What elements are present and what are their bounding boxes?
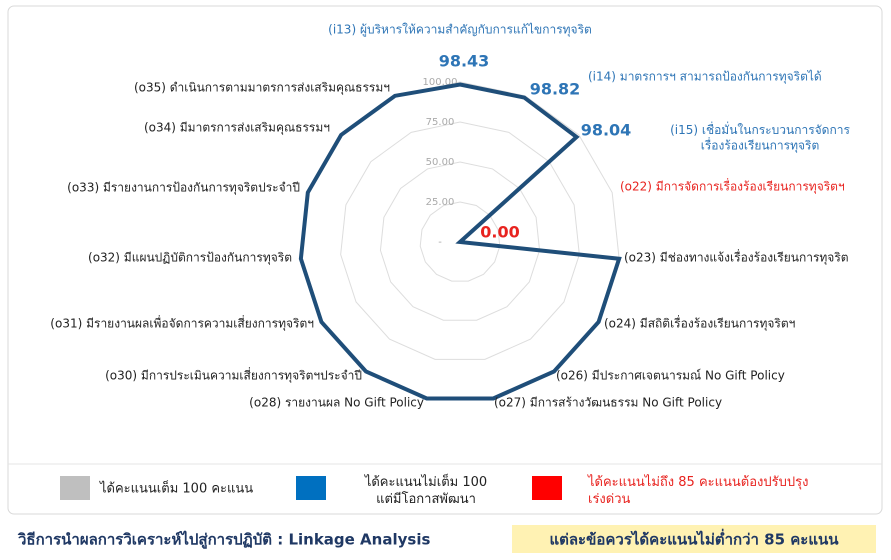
- category-label: (i15) เชื่อมั่นในกระบวนการจัดการเรื่องร้…: [670, 121, 850, 154]
- category-label: (o33) มีรายงานการป้องกันการทุจริตประจำปี: [67, 181, 300, 196]
- legend-swatch: [532, 476, 562, 500]
- y-tick-label: 50.00: [426, 157, 455, 168]
- frame: [7, 5, 883, 515]
- grid-line: [419, 201, 501, 282]
- legend-swatch: [60, 476, 90, 500]
- category-label: (o24) มีสถิติเรื่องร้องเรียนการทุจริตฯ: [604, 315, 795, 332]
- highlight: [512, 525, 876, 553]
- category-label: (o34) มีมาตรการส่งเสริมคุณธรรมฯ: [144, 121, 330, 136]
- category-label: (o32) มีแผนปฏิบัติการป้องกันการทุจริต: [88, 251, 292, 266]
- legend-label: ได้คะแนนเต็ม 100 คะแนน: [99, 479, 253, 497]
- legend-swatch: [296, 476, 326, 500]
- category-label: (o31) มีรายงานผลเพื่อจัดการความเสี่ยงการ…: [50, 315, 314, 332]
- category-label: (i14) มาตรการฯ สามารถป้องกันการทุจริตได้: [588, 70, 822, 85]
- category-label: (o35) ดำเนินการตามมาตรการส่งเสริมคุณธรรม…: [134, 81, 390, 96]
- footer-right: แต่ละข้อควรได้คะแนนไม่ต่ำกว่า 85 คะแนน: [549, 529, 839, 549]
- category-label: (o30) มีการประเมินความเสี่ยงการทุจริตฯปร…: [105, 367, 362, 384]
- y-tick-label: -: [438, 237, 442, 248]
- value-label: 98.43: [439, 52, 490, 71]
- grid-line: [340, 121, 580, 360]
- category-label: (o23) มีช่องทางแจ้งเรื่องร้องเรียนการทุจ…: [624, 249, 849, 266]
- category-label: (o27) มีการสร้างวัฒนธรรม No Gift Policy: [494, 396, 722, 410]
- legend-label: ได้คะแนนไม่ถึง 85 คะแนนต้องปรับปรุงเร่งด…: [587, 474, 808, 507]
- category-label: (o26) มีประกาศเจตนารมณ์ No Gift Policy: [556, 369, 785, 383]
- y-tick-label: 100.00: [423, 77, 458, 88]
- grid-line: [379, 161, 541, 321]
- footer-left: วิธีการนำผลการวิเคราะห์ไปสู่การปฏิบัติ :…: [17, 530, 430, 550]
- y-tick-label: 75.00: [426, 117, 455, 128]
- category-label: (o22) มีการจัดการเรื่องร้องเรียนการทุจริ…: [620, 178, 845, 195]
- y-tick-label: 25.00: [426, 197, 455, 208]
- category-label: (o28) รายงานผล No Gift Policy: [249, 396, 424, 410]
- value-label: 98.82: [530, 80, 581, 99]
- category-label: (i13) ผู้บริหารให้ความสำคัญกับการแก้ไขกา…: [328, 23, 592, 38]
- legend-label: ได้คะแนนไม่เต็ม 100 แต่มีโอกาสพัฒนา: [364, 472, 487, 507]
- value-label: 0.00: [480, 223, 519, 242]
- radar-line: [298, 82, 622, 401]
- value-label: 98.04: [581, 121, 632, 140]
